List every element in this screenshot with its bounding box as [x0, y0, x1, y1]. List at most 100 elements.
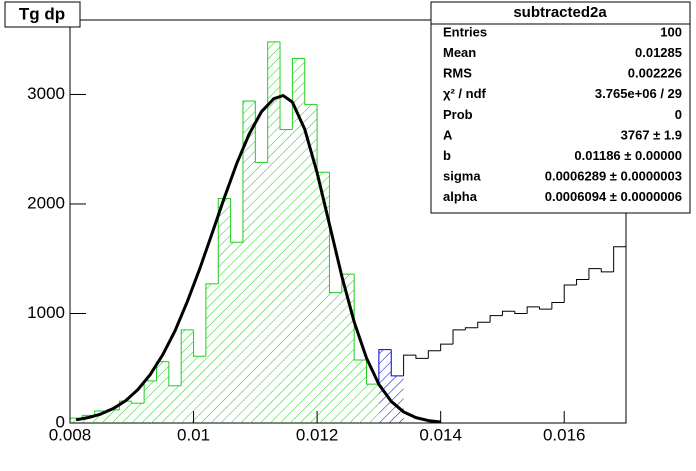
bar-hatch: [193, 356, 206, 423]
bar-hatch: [168, 385, 182, 423]
stats-label: χ² / ndf: [443, 86, 487, 101]
bar-hatch: [218, 198, 231, 423]
bar-hatch: [181, 329, 194, 423]
bar-outline: [600, 268, 614, 273]
stats-title: subtracted2a: [513, 4, 607, 21]
stats-label: RMS: [443, 66, 472, 81]
stats-label: Prob: [443, 107, 473, 122]
bar-hatch: [354, 360, 367, 423]
bar-outline: [464, 327, 478, 330]
bar-outline: [304, 58, 318, 105]
bar-outline: [94, 410, 108, 416]
bar-outline: [230, 198, 243, 243]
stats-label: Entries: [443, 24, 487, 39]
bar-outline: [452, 329, 466, 345]
bar-hatch: [107, 409, 120, 423]
bar-outline: [526, 306, 540, 314]
bar-outline: [501, 310, 515, 316]
stats-label: sigma: [443, 169, 481, 184]
bar-outline: [378, 349, 392, 385]
chart-title: Tg dp: [19, 4, 65, 23]
stats-frame: [430, 1, 691, 214]
bar-outline: [291, 57, 305, 130]
bar-outline: [155, 361, 169, 381]
stats-value: 0.0006094 ± 0.0000006: [545, 189, 682, 204]
stats-box: subtracted2a Entries 100 Mean 0.01285 RMS 0.0…: [430, 1, 691, 214]
bar-outline: [205, 283, 219, 357]
bar-outline: [588, 268, 602, 280]
bar-outline: [131, 401, 145, 404]
stats-value: 100: [660, 24, 682, 39]
bar-hatch: [230, 242, 243, 423]
bar-hatch: [156, 361, 169, 423]
bar-hatch: [366, 384, 379, 423]
stats-value: 3.765e+06 / 29: [595, 86, 682, 101]
bar-outline: [118, 400, 132, 410]
x-tick-label: 0.014: [419, 425, 462, 444]
bar-outline: [168, 361, 182, 387]
bar-hatch: [255, 162, 268, 423]
bar-hatch: [280, 129, 293, 423]
bar-hatch: [82, 415, 95, 423]
plot-layer: 0.008 0.01 0.012 0.014 0.016 0 1000 2000 3000: [27, 41, 627, 444]
bar-hatch: [205, 283, 219, 423]
bar-outline: [613, 246, 627, 423]
bar-outline: [489, 315, 503, 323]
bar-outline: [217, 198, 231, 284]
bar-hatch: [292, 58, 305, 424]
stats-value: 0.002226: [628, 66, 682, 81]
stats-label: alpha: [443, 189, 478, 204]
stats-label: b: [443, 148, 451, 163]
bar-outline: [427, 350, 441, 359]
bar-outline: [180, 329, 194, 386]
x-tick-label: 0.012: [296, 425, 339, 444]
bar-hatch: [317, 172, 330, 423]
bar-hatch: [391, 375, 404, 423]
bar-outline: [477, 321, 491, 328]
bar-outline: [242, 100, 256, 243]
bar-hatch: [267, 41, 281, 424]
y-tick-label: 0: [56, 412, 65, 431]
bar-outline: [390, 349, 404, 377]
bar-outline: [563, 284, 577, 303]
bar-outline: [193, 329, 206, 357]
bar-outline: [551, 302, 565, 310]
bar-outline: [576, 279, 589, 286]
y-tick-label: 1000: [27, 303, 65, 322]
bar-hatch: [242, 101, 256, 424]
bar-outline: [316, 104, 330, 173]
bar-outline: [267, 41, 281, 163]
bar-outline: [366, 360, 379, 385]
bar-hatch: [119, 401, 132, 423]
x-tick-label: 0.016: [543, 425, 586, 444]
bar-outline: [279, 41, 293, 131]
stats-value: 0: [675, 107, 682, 122]
stats-value: 0.01285: [635, 45, 682, 60]
fit-curve: [75, 94, 441, 424]
bar-outline: [440, 343, 454, 351]
stats-value: 0.0006289 ± 0.0000003: [545, 169, 682, 184]
bar-hatch: [378, 349, 392, 423]
bar-outline: [539, 306, 552, 310]
bar-hatch: [144, 380, 157, 423]
bar-outline: [415, 355, 429, 359]
bar-outline: [403, 354, 416, 376]
bar-hatch: [70, 418, 83, 423]
title-box: [4, 1, 81, 28]
x-tick-label: 0.008: [49, 425, 92, 444]
bar-hatch: [329, 292, 342, 423]
stats-value: 3767 ± 1.9: [621, 127, 682, 142]
bar-hatch: [131, 403, 145, 423]
bar-outline: [328, 172, 342, 294]
bar-outline: [353, 274, 367, 361]
y-tick-label: 3000: [27, 84, 65, 103]
bar-hatch: [304, 104, 318, 424]
y-tick-label: 2000: [27, 193, 65, 212]
stats-label: A: [443, 127, 453, 142]
stats-label: Mean: [443, 45, 476, 60]
stats-value: 0.01186 ± 0.00000: [574, 148, 682, 163]
x-tick-label: 0.01: [177, 425, 210, 444]
bar-outline: [514, 311, 528, 314]
